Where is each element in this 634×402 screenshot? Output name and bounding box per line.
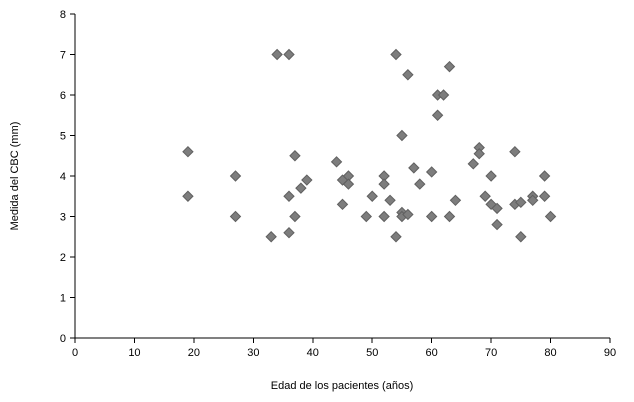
data-point — [289, 210, 301, 223]
y-axis-title: Medida del CBC (mm) — [9, 121, 21, 231]
x-tick-label: 10 — [128, 347, 140, 359]
data-point — [437, 89, 450, 101]
data-point — [283, 190, 295, 202]
data-point — [229, 170, 242, 182]
data-point — [473, 148, 485, 160]
data-point — [544, 210, 557, 223]
data-point — [289, 150, 301, 162]
data-point — [443, 60, 456, 73]
y-tick-label: 1 — [60, 293, 66, 305]
y-tick-label: 5 — [60, 131, 66, 143]
data-point — [491, 218, 503, 231]
data-point — [360, 210, 372, 223]
x-tick-label: 0 — [72, 347, 78, 359]
data-point — [182, 190, 194, 202]
data-point — [515, 231, 527, 243]
x-tick-label: 40 — [307, 347, 319, 359]
data-point — [538, 190, 551, 202]
data-point — [330, 156, 343, 168]
y-tick-label: 0 — [60, 333, 66, 345]
data-point — [515, 196, 527, 209]
data-point — [378, 210, 390, 223]
data-point — [283, 226, 295, 239]
data-point — [182, 145, 194, 158]
data-point — [431, 109, 444, 121]
data-point — [390, 231, 402, 243]
data-point — [396, 129, 408, 142]
data-point — [301, 174, 313, 186]
data-point — [384, 194, 396, 207]
data-point — [283, 48, 295, 61]
data-point — [342, 178, 355, 190]
data-point — [425, 210, 438, 223]
x-tick-label: 20 — [188, 347, 200, 359]
data-point — [491, 202, 503, 215]
data-point — [509, 145, 521, 158]
x-tick-label: 90 — [604, 347, 616, 359]
x-tick-label: 60 — [426, 347, 438, 359]
y-tick-label: 3 — [60, 212, 66, 224]
data-point — [408, 162, 420, 174]
data-point — [485, 170, 497, 182]
data-point — [402, 208, 414, 221]
x-tick-label: 50 — [366, 347, 378, 359]
data-point — [366, 190, 378, 202]
x-tick-label: 80 — [544, 347, 556, 359]
y-tick-label: 6 — [60, 90, 66, 102]
data-point — [271, 48, 283, 61]
data-point — [265, 231, 277, 243]
data-point — [443, 210, 456, 223]
data-point — [467, 158, 479, 170]
data-point — [425, 166, 438, 178]
y-tick-label: 7 — [60, 50, 66, 62]
data-point — [336, 198, 349, 211]
data-point — [479, 190, 491, 202]
y-tick-label: 4 — [60, 171, 66, 183]
data-point — [538, 170, 551, 182]
data-point — [378, 178, 390, 190]
y-tick-label: 8 — [60, 9, 66, 21]
data-point — [414, 178, 426, 190]
data-point — [390, 48, 402, 61]
data-point — [449, 194, 462, 207]
data-point — [295, 182, 307, 194]
data-point — [229, 210, 242, 223]
data-point — [402, 69, 414, 81]
y-tick-label: 2 — [60, 252, 66, 264]
x-tick-label: 70 — [485, 347, 497, 359]
data-point — [527, 194, 539, 207]
x-axis-title: Edad de los pacientes (años) — [270, 380, 414, 392]
x-tick-label: 30 — [247, 347, 259, 359]
